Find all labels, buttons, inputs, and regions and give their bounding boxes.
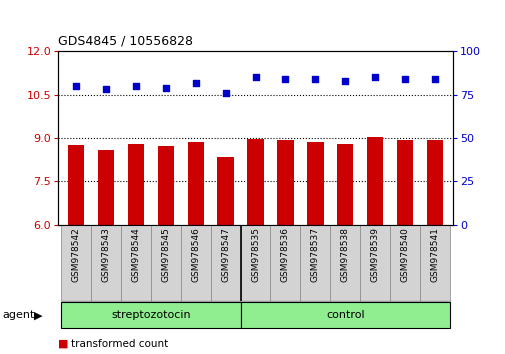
Bar bbox=[366, 137, 383, 225]
Bar bbox=[61, 302, 240, 329]
Point bbox=[340, 78, 348, 84]
Bar bbox=[68, 145, 84, 225]
Bar bbox=[247, 139, 263, 225]
Text: GSM978545: GSM978545 bbox=[161, 227, 170, 282]
Point bbox=[430, 76, 438, 82]
Bar bbox=[61, 225, 91, 301]
Bar bbox=[330, 225, 360, 301]
Bar bbox=[157, 146, 174, 225]
Point bbox=[72, 83, 80, 89]
Bar bbox=[187, 142, 204, 225]
Bar bbox=[419, 225, 449, 301]
Bar bbox=[127, 144, 144, 225]
Bar bbox=[396, 141, 413, 225]
Bar bbox=[336, 144, 353, 225]
Point bbox=[400, 76, 408, 82]
Bar bbox=[97, 150, 114, 225]
Bar bbox=[426, 139, 442, 225]
Point bbox=[251, 75, 259, 80]
Bar bbox=[360, 225, 389, 301]
Bar bbox=[180, 225, 210, 301]
Bar bbox=[277, 140, 293, 225]
Text: GSM978544: GSM978544 bbox=[131, 227, 140, 282]
Point bbox=[102, 87, 110, 92]
Text: agent: agent bbox=[3, 310, 35, 320]
Text: GSM978538: GSM978538 bbox=[340, 227, 349, 282]
Point bbox=[162, 85, 170, 91]
Text: GSM978540: GSM978540 bbox=[400, 227, 409, 282]
Text: GSM978539: GSM978539 bbox=[370, 227, 379, 282]
Text: GSM978546: GSM978546 bbox=[191, 227, 200, 282]
Text: ■: ■ bbox=[58, 339, 69, 349]
Bar bbox=[150, 225, 180, 301]
Text: GSM978541: GSM978541 bbox=[430, 227, 438, 282]
Bar bbox=[300, 225, 330, 301]
Point bbox=[311, 76, 319, 82]
Bar bbox=[210, 225, 240, 301]
Bar bbox=[240, 225, 270, 301]
Bar bbox=[91, 225, 121, 301]
Text: GSM978542: GSM978542 bbox=[72, 227, 80, 282]
Text: GSM978535: GSM978535 bbox=[250, 227, 260, 282]
Bar bbox=[217, 157, 233, 225]
Text: GSM978537: GSM978537 bbox=[310, 227, 319, 282]
Point bbox=[370, 75, 378, 80]
Bar bbox=[389, 225, 419, 301]
Text: streptozotocin: streptozotocin bbox=[111, 310, 190, 320]
Text: GDS4845 / 10556828: GDS4845 / 10556828 bbox=[58, 35, 193, 48]
Text: transformed count: transformed count bbox=[71, 339, 168, 349]
Text: GSM978547: GSM978547 bbox=[221, 227, 230, 282]
Text: control: control bbox=[325, 310, 364, 320]
Point bbox=[281, 76, 289, 82]
Bar bbox=[121, 225, 150, 301]
Point bbox=[221, 90, 229, 96]
Text: GSM978543: GSM978543 bbox=[102, 227, 110, 282]
Bar bbox=[240, 302, 449, 329]
Bar bbox=[270, 225, 300, 301]
Text: GSM978536: GSM978536 bbox=[280, 227, 289, 282]
Point bbox=[191, 80, 199, 85]
Bar bbox=[307, 142, 323, 225]
Point bbox=[132, 83, 140, 89]
Text: ▶: ▶ bbox=[34, 310, 43, 320]
